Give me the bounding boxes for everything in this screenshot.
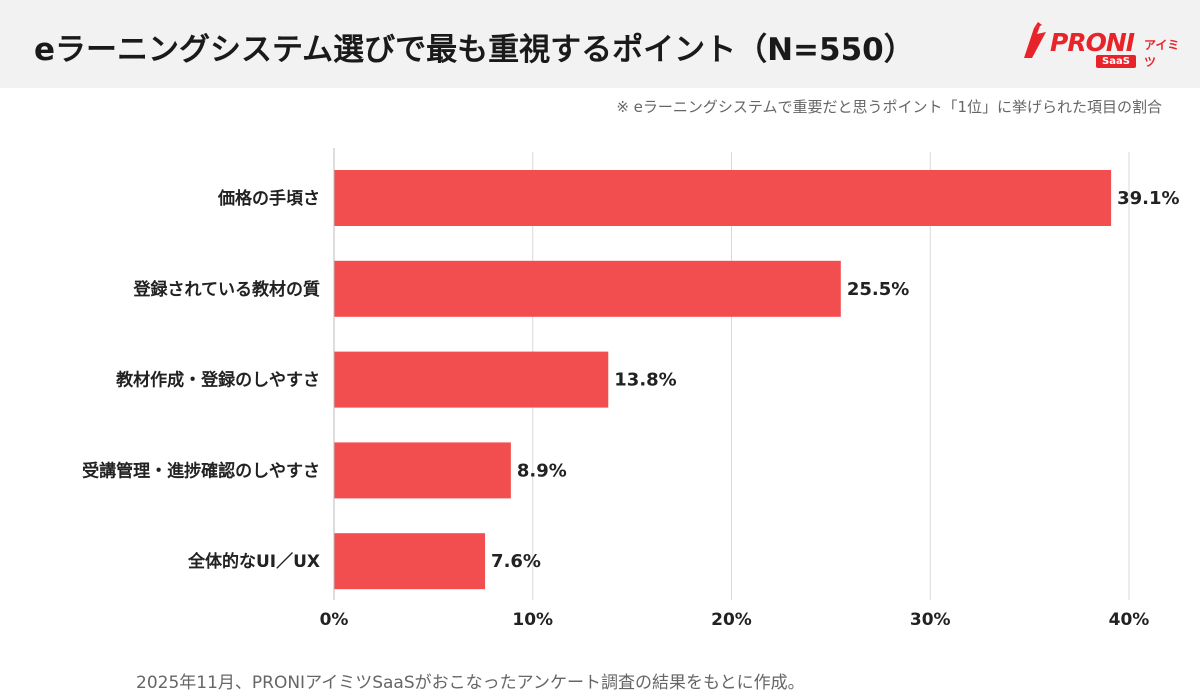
category-label: 全体的なUI／UX [187,551,320,572]
data-label: 39.1% [1117,188,1179,209]
bar [334,442,511,499]
category-label: 教材作成・登録のしやすさ [115,370,320,391]
category-label: 受講管理・進捗確認のしやすさ [82,460,320,481]
data-label: 8.9% [517,460,567,481]
page-title: eラーニングシステム選びで最も重視するポイント（N=550） [34,32,915,68]
chart-note: ※ eラーニングシステムで重要だと思うポイント「1位」に挙げられた項目の割合 [616,98,1162,116]
x-tick-label: 20% [711,610,752,630]
source-footer: 2025年11月、PRONIアイミツSaaSがおこなったアンケート調査の結果をも… [136,673,805,693]
x-tick-label: 40% [1109,610,1150,630]
bar [334,170,1112,226]
bar [334,351,609,408]
data-label: 7.6% [491,551,541,572]
category-label: 価格の手頃さ [217,188,320,209]
brand-logo: PRONI アイミツ SaaS [1020,18,1180,70]
category-label: 登録されている教材の質 [133,279,321,300]
data-label: 25.5% [847,279,909,300]
data-label: 13.8% [614,370,676,391]
x-tick-label: 30% [910,610,951,630]
bar [334,260,841,317]
logo-mark-icon [1024,22,1046,58]
logo-sub: アイミツ [1144,38,1180,69]
x-tick-label: 10% [512,610,553,630]
logo-name: PRONI [1050,28,1135,57]
bar [334,533,486,590]
logo-badge: SaaS [1096,55,1136,68]
header-band [0,0,1200,88]
x-tick-label: 0% [320,610,349,630]
